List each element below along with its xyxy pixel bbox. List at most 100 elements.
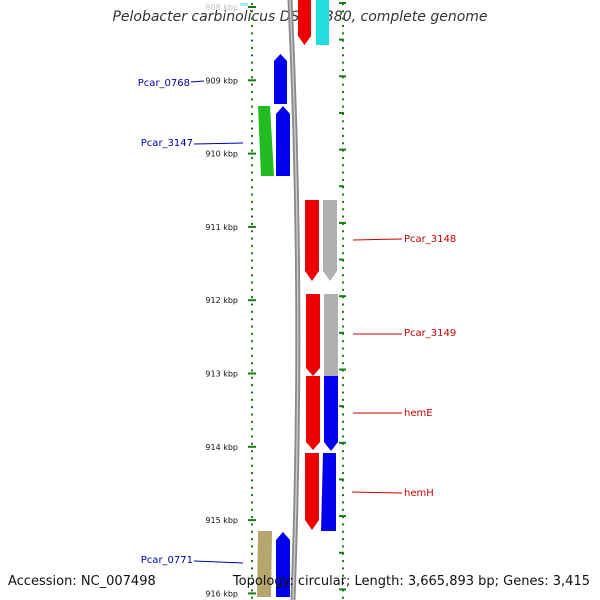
track-dot-left <box>251 171 253 174</box>
track-dot-left <box>251 252 253 255</box>
track-dot-right <box>342 310 344 313</box>
track-dot-left <box>251 596 253 599</box>
track-dot-left <box>251 362 253 365</box>
track-dot-left <box>251 193 253 196</box>
track-dot-left <box>251 17 253 20</box>
track-dot-right <box>342 156 344 159</box>
axis-tick-mark <box>248 519 256 522</box>
track-dot-right <box>342 10 344 13</box>
track-dot-left <box>251 545 253 548</box>
track-dot-left <box>251 149 253 152</box>
track-dot-right <box>342 464 344 467</box>
track-dot-left <box>251 435 253 438</box>
track-dot-left <box>251 508 253 511</box>
axis-tick-label: 914 kbp <box>205 443 238 452</box>
label-hemE[interactable]: hemE <box>404 408 433 419</box>
track-dot-right <box>342 134 344 137</box>
gene-Pcar_0768[interactable] <box>274 54 287 104</box>
track-dot-right <box>342 450 344 453</box>
gene-Pcar_3148-grey[interactable] <box>323 200 337 281</box>
track-dot-right <box>342 384 344 387</box>
track-dot-left <box>251 494 253 497</box>
axis-tick-label: 915 kbp <box>205 516 238 525</box>
gene-hemH-blue[interactable] <box>321 453 336 531</box>
gene-Pcar_3147-green[interactable] <box>258 106 274 176</box>
right-tick-mark <box>339 478 344 481</box>
track-dot-right <box>342 200 344 203</box>
axis-tick-mark <box>248 152 256 155</box>
right-tick-mark <box>339 221 346 224</box>
track-dot-left <box>251 391 253 394</box>
track-dot-right <box>342 560 344 563</box>
accession-text: Accession: NC_007498 <box>8 574 156 589</box>
track-dot-left <box>251 464 253 467</box>
label-Pcar_0768[interactable]: Pcar_0768 <box>138 78 190 89</box>
leader-Pcar_0768 <box>190 80 205 83</box>
axis-tick-label: 913 kbp <box>205 370 238 379</box>
track-dot-left <box>251 442 253 445</box>
track-dot-left <box>251 501 253 504</box>
gene-Pcar_3149-red[interactable] <box>306 294 320 376</box>
track-dot-left <box>251 384 253 387</box>
track-dot-left <box>251 428 253 431</box>
track-dot-right <box>342 362 344 365</box>
track-dot-right <box>342 596 344 599</box>
track-dot-left <box>251 24 253 27</box>
track-dot-right <box>342 178 344 181</box>
label-Pcar_3148[interactable]: Pcar_3148 <box>404 234 456 245</box>
track-dot-right <box>342 486 344 489</box>
track-dot-left <box>251 164 253 167</box>
track-dot-right <box>342 391 344 394</box>
track-dot-right <box>342 347 344 350</box>
gene-Pcar_3148-red[interactable] <box>305 200 319 281</box>
track-dot-right <box>342 567 344 570</box>
genome-backbone-highlight <box>289 0 299 600</box>
track-dot-left <box>251 127 253 130</box>
axis-tick-label: 916 kbp <box>205 589 238 598</box>
track-dot-right <box>342 545 344 548</box>
track-dot-right <box>342 303 344 306</box>
track-dot-right <box>342 435 344 438</box>
track-dot-left <box>251 288 253 291</box>
gene-hemE-red[interactable] <box>306 376 320 450</box>
track-dot-left <box>251 76 253 79</box>
axis-tick-mark <box>248 372 256 375</box>
right-tick-mark <box>339 148 346 151</box>
track-dot-right <box>342 420 344 423</box>
gene-Pcar_3149-grey[interactable] <box>324 294 338 376</box>
track-dot-right <box>342 244 344 247</box>
gene-hemE-blue[interactable] <box>324 376 338 451</box>
gene-Pcar_0771-blue[interactable] <box>276 532 290 597</box>
track-dot-left <box>251 450 253 453</box>
track-dot-left <box>251 310 253 313</box>
track-dot-right <box>342 127 344 130</box>
leader-Pcar_3148 <box>352 238 403 241</box>
axis-tick-label: 910 kbp <box>205 150 238 159</box>
track-dot-left <box>251 318 253 321</box>
track-dot-right <box>342 83 344 86</box>
track-dot-left <box>251 61 253 64</box>
gene-Pcar_3147-blue[interactable] <box>276 106 290 176</box>
right-tick-mark <box>339 75 346 78</box>
axis-tick-mark <box>248 6 256 8</box>
track-dot-right <box>342 318 344 321</box>
axis-tick-mark <box>248 225 256 228</box>
gene-red-top[interactable] <box>298 0 311 45</box>
right-tick-mark <box>339 441 346 444</box>
track-dot-left <box>251 237 253 240</box>
track-dot-left <box>251 530 253 533</box>
track-dot-left <box>251 83 253 86</box>
label-hemH[interactable]: hemH <box>404 488 434 499</box>
gene-hemH-red[interactable] <box>305 453 319 530</box>
gene-cyan-top[interactable] <box>316 0 329 45</box>
track-dot-right <box>342 288 344 291</box>
label-Pcar_3147[interactable]: Pcar_3147 <box>141 138 193 149</box>
label-Pcar_3149[interactable]: Pcar_3149 <box>404 328 456 339</box>
label-Pcar_0771[interactable]: Pcar_0771 <box>141 555 193 566</box>
track-dot-left <box>251 376 253 379</box>
track-dot-left <box>251 39 253 42</box>
track-dot-left <box>251 325 253 328</box>
gene-Pcar_0771-tan[interactable] <box>257 531 272 597</box>
track-dot-right <box>342 325 344 328</box>
